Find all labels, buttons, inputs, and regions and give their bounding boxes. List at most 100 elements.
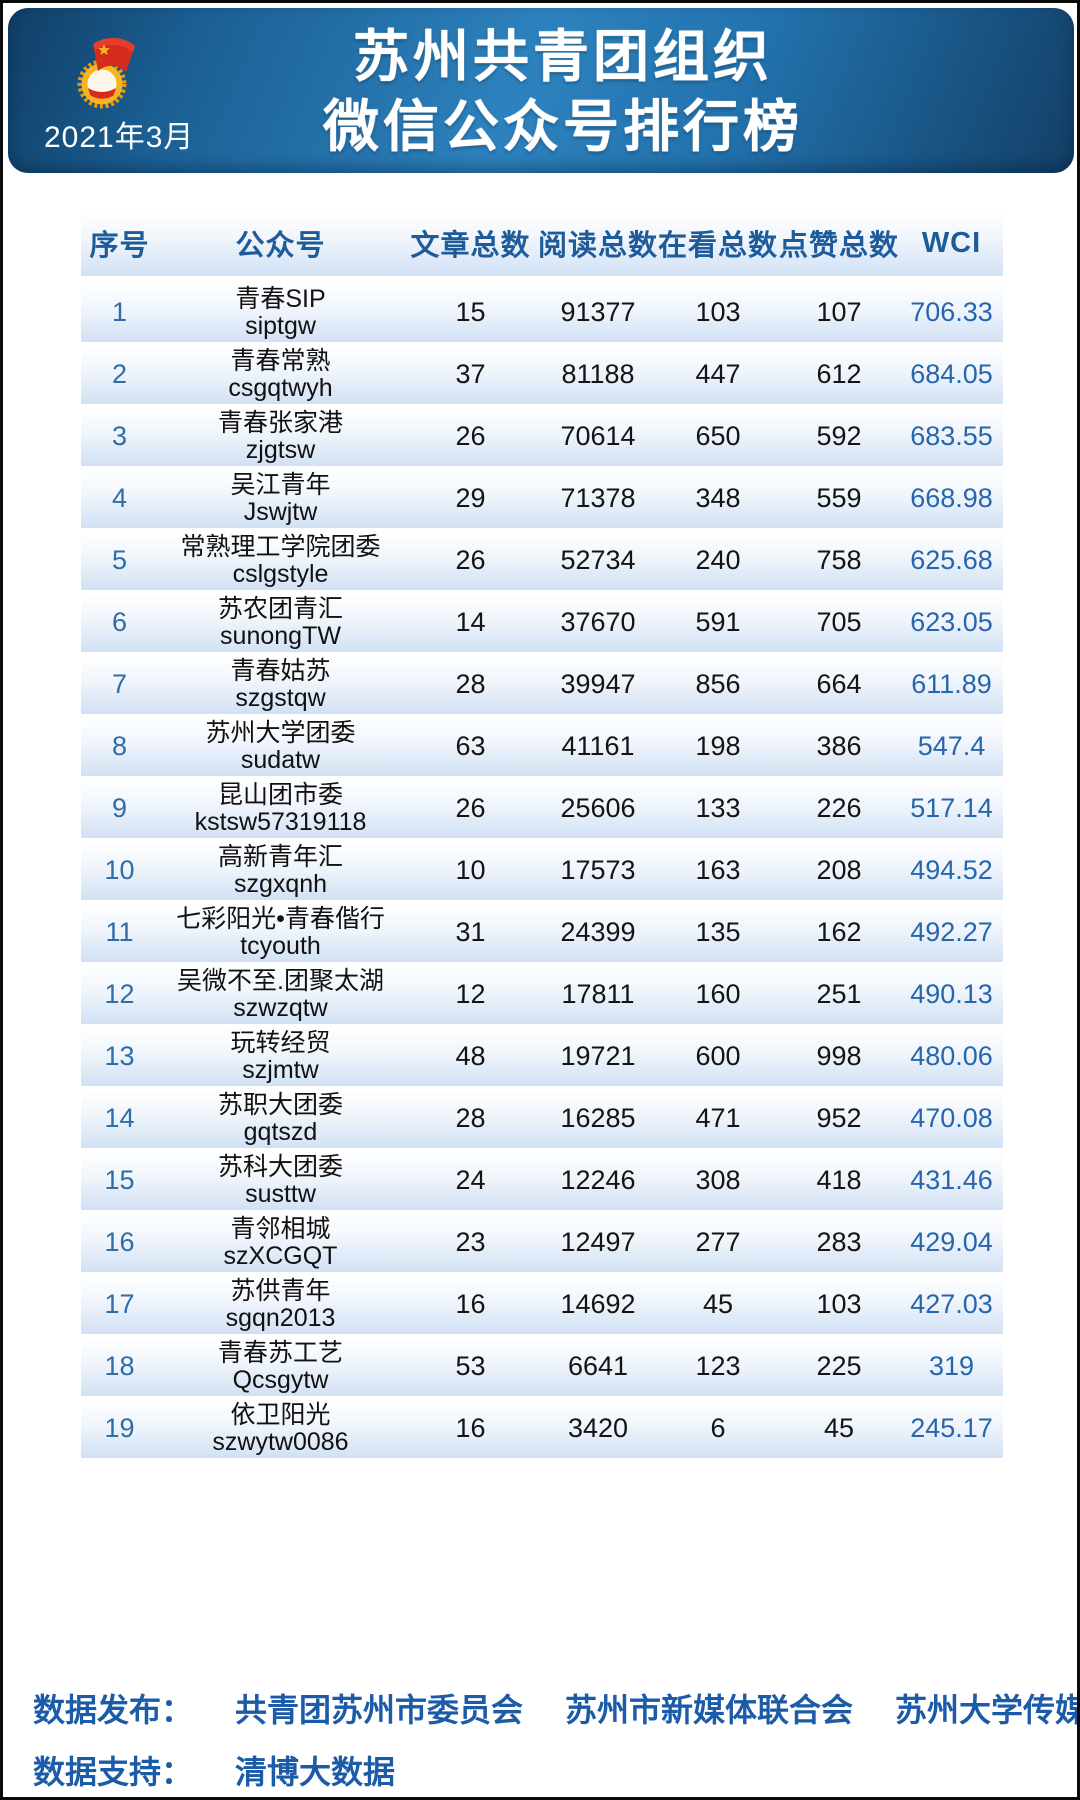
account-cell: 苏供青年 sgqn2013 — [158, 1277, 403, 1332]
table-row: 18 青春苏工艺 Qcsgytw 53 6641 123 225 319 — [81, 1337, 1003, 1396]
account-id: kstsw57319118 — [194, 808, 367, 836]
articles-cell: 29 — [455, 483, 486, 513]
rank-cell: 2 — [111, 359, 128, 389]
reads-cell: 12497 — [560, 1227, 636, 1257]
account-id: szXCGQT — [223, 1242, 338, 1270]
table-row: 10 高新青年汇 szgxqnh 10 17573 163 208 494.52 — [81, 841, 1003, 900]
table-row: 4 吴江青年 Jswjtw 29 71378 348 559 668.98 — [81, 469, 1003, 528]
col-header-rank: 序号 — [89, 230, 150, 262]
articles-cell: 26 — [455, 545, 486, 575]
reads-cell: 41161 — [561, 731, 635, 761]
supporter: 清博大数据 — [235, 1754, 396, 1790]
looks-cell: 103 — [695, 297, 741, 327]
table-row: 19 依卫阳光 szwytw0086 16 3420 6 45 245.17 — [81, 1399, 1003, 1458]
account-id: sudatw — [240, 746, 321, 774]
looks-cell: 856 — [695, 669, 741, 699]
likes-cell: 226 — [816, 793, 862, 823]
account-id: gqtszd — [243, 1118, 318, 1146]
rank-cell: 14 — [104, 1103, 135, 1133]
likes-cell: 612 — [816, 359, 862, 389]
rank-cell: 4 — [111, 483, 128, 513]
likes-cell: 103 — [816, 1289, 862, 1319]
account-cell: 吴微不至.团聚太湖 szwzqtw — [158, 967, 403, 1022]
reads-cell: 6641 — [567, 1351, 629, 1381]
account-id: susttw — [245, 1180, 316, 1208]
account-cell: 七彩阳光•青春偕行 tcyouth — [158, 905, 403, 960]
account-id: szjmtw — [242, 1056, 319, 1084]
likes-cell: 208 — [816, 855, 862, 885]
looks-cell: 133 — [695, 793, 741, 823]
reads-cell: 12246 — [560, 1165, 636, 1195]
wci-cell: 625.68 — [910, 545, 993, 575]
articles-cell: 12 — [455, 979, 486, 1009]
articles-cell: 37 — [455, 359, 486, 389]
rank-cell: 12 — [104, 979, 135, 1009]
rank-cell: 8 — [111, 731, 128, 761]
articles-cell: 26 — [455, 793, 486, 823]
likes-cell: 952 — [816, 1103, 862, 1133]
table-row: 5 常熟理工学院团委 cslgstyle 26 52734 240 758 62… — [81, 531, 1003, 590]
likes-cell: 386 — [816, 731, 862, 761]
rank-cell: 17 — [104, 1289, 135, 1319]
likes-cell: 592 — [816, 421, 862, 451]
reads-cell: 17811 — [561, 979, 635, 1009]
publisher-1: 共青团苏州市委员会 — [235, 1692, 524, 1728]
reads-cell: 3420 — [567, 1413, 629, 1443]
looks-cell: 135 — [695, 917, 741, 947]
account-id: sgqn2013 — [225, 1304, 336, 1332]
account-cell: 青春姑苏 szgstqw — [158, 657, 403, 712]
rank-cell: 1 — [111, 297, 128, 327]
header-banner: 2021年3月 苏州共青团组织 微信公众号排行榜 — [8, 8, 1074, 173]
poster-title: 苏州共青团组织 微信公众号排行榜 — [158, 22, 968, 162]
account-cell: 苏职大团委 gqtszd — [158, 1091, 403, 1146]
account-id: Jswjtw — [243, 498, 318, 526]
col-header-account: 公众号 — [235, 230, 326, 262]
wci-cell: 427.03 — [910, 1289, 993, 1319]
looks-cell: 240 — [695, 545, 741, 575]
reads-cell: 70614 — [560, 421, 636, 451]
table-row: 14 苏职大团委 gqtszd 28 16285 471 952 470.08 — [81, 1089, 1003, 1148]
articles-cell: 10 — [455, 855, 486, 885]
reads-cell: 25606 — [560, 793, 636, 823]
wci-cell: 547.4 — [917, 731, 986, 761]
account-name: 苏农团青汇 — [217, 595, 343, 623]
rank-cell: 9 — [111, 793, 128, 823]
articles-cell: 28 — [455, 1103, 486, 1133]
account-name: 苏州大学团委 — [205, 719, 356, 747]
articles-cell: 28 — [455, 669, 486, 699]
rank-cell: 5 — [111, 545, 128, 575]
wci-cell: 470.08 — [910, 1103, 993, 1133]
table-row: 6 苏农团青汇 sunongTW 14 37670 591 705 623.05 — [81, 593, 1003, 652]
account-cell: 昆山团市委 kstsw57319118 — [158, 781, 403, 836]
likes-cell: 45 — [823, 1413, 855, 1443]
table-row: 15 苏科大团委 susttw 24 12246 308 418 431.46 — [81, 1151, 1003, 1210]
looks-cell: 277 — [695, 1227, 741, 1257]
table-row: 9 昆山团市委 kstsw57319118 26 25606 133 226 5… — [81, 779, 1003, 838]
table-row: 11 七彩阳光•青春偕行 tcyouth 31 24399 135 162 49… — [81, 903, 1003, 962]
account-cell: 苏农团青汇 sunongTW — [158, 595, 403, 650]
account-name: 青春张家港 — [217, 409, 343, 437]
account-name: 高新青年汇 — [217, 843, 343, 871]
account-id: sunongTW — [220, 622, 341, 650]
articles-cell: 14 — [455, 607, 486, 637]
reads-cell: 16285 — [560, 1103, 636, 1133]
rank-cell: 7 — [111, 669, 128, 699]
data-support-line: 数据支持： 清博大数据 — [33, 1747, 1063, 1793]
account-cell: 青春常熟 csgqtwyh — [158, 347, 403, 402]
account-cell: 吴江青年 Jswjtw — [158, 471, 403, 526]
table-row: 1 青春SIP siptgw 15 91377 103 107 706.33 — [81, 283, 1003, 342]
poster-title-line2: 微信公众号排行榜 — [323, 95, 803, 158]
table-row: 2 青春常熟 csgqtwyh 37 81188 447 612 684.05 — [81, 345, 1003, 404]
looks-cell: 471 — [695, 1103, 741, 1133]
communist-youth-league-badge-icon — [77, 37, 135, 109]
reads-cell: 14692 — [560, 1289, 636, 1319]
col-header-likes: 点赞总数 — [778, 230, 899, 262]
col-header-wci: WCI — [921, 226, 982, 259]
support-label: 数据支持： — [33, 1754, 194, 1790]
account-id: csgqtwyh — [228, 374, 333, 402]
account-name: 苏职大团委 — [217, 1091, 343, 1119]
articles-cell: 31 — [455, 917, 486, 947]
account-id: szgxqnh — [233, 870, 328, 898]
account-name: 依卫阳光 — [230, 1401, 331, 1429]
